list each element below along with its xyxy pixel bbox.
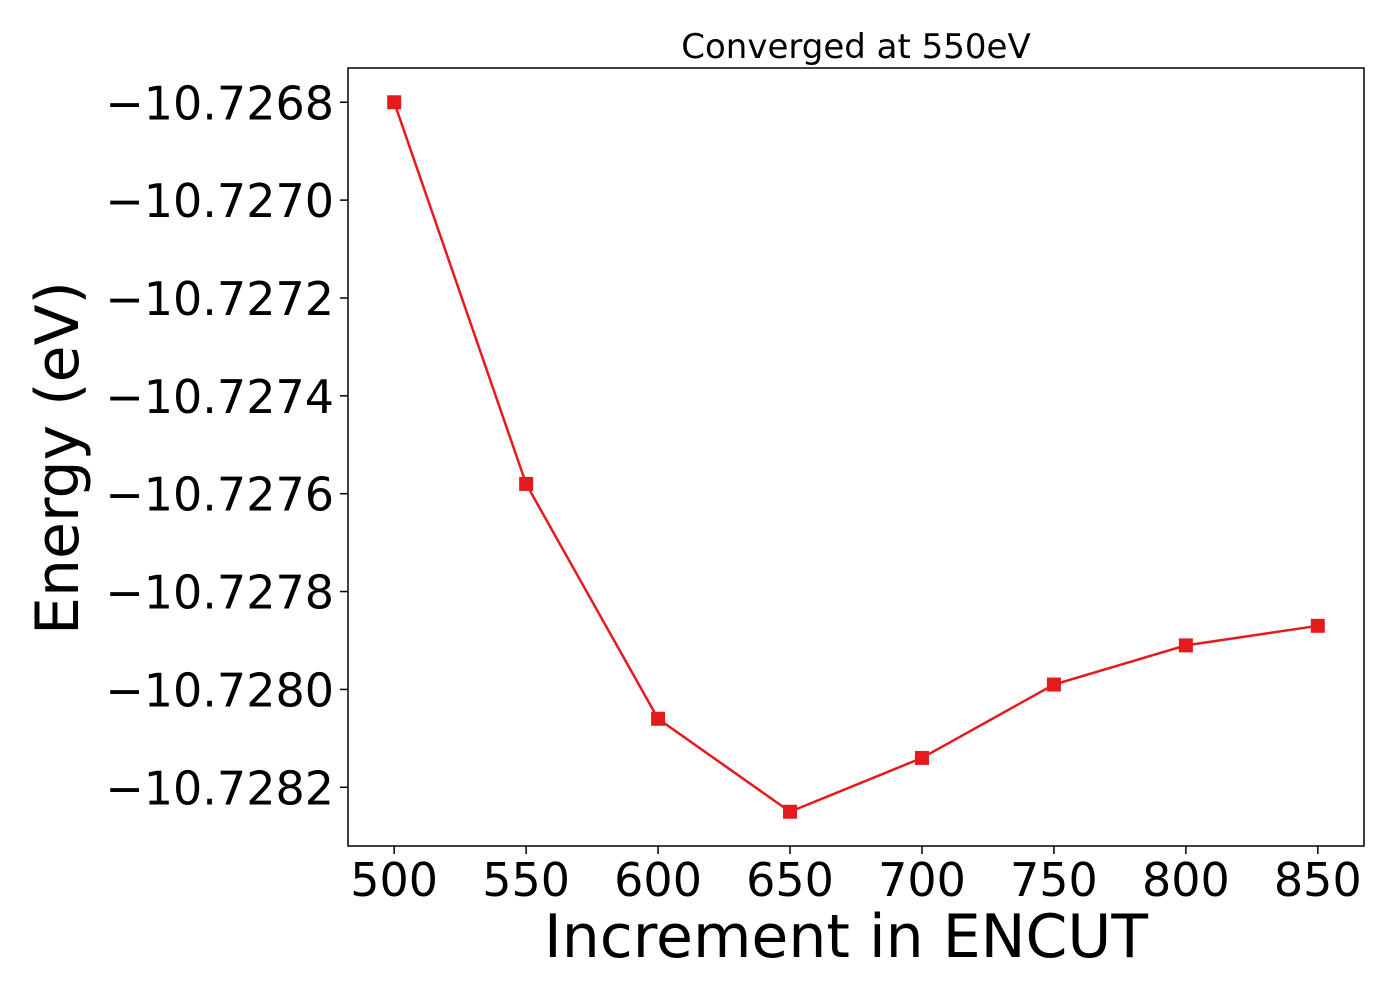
x-axis-label: Increment in ENCUT: [544, 902, 1148, 972]
axis-ticks: 500 550 600 650 700 750 800 850 −10.7268 −10.7270…: [105, 76, 1361, 907]
data-point: [783, 804, 798, 819]
y-tick-label: −10.7268: [105, 76, 334, 130]
x-tick-label: 500: [350, 853, 438, 907]
x-tick-label: 850: [1274, 853, 1362, 907]
y-axis-label: Energy (eV): [23, 281, 93, 635]
data-point: [914, 750, 929, 765]
y-tick-label: −10.7274: [105, 370, 334, 424]
data-point: [1178, 638, 1193, 653]
data-point: [651, 711, 666, 726]
x-tick-label: 550: [482, 853, 570, 907]
y-tick-label: −10.7278: [105, 566, 334, 620]
data-point: [387, 95, 402, 110]
x-tick-label: 700: [878, 853, 966, 907]
y-tick-label: −10.7280: [105, 663, 334, 717]
x-tick-label: 650: [746, 853, 834, 907]
data-point: [519, 476, 534, 491]
data-point: [1046, 677, 1061, 692]
series-layer: [387, 95, 1325, 819]
series-line: [393, 101, 1319, 814]
x-tick-label: 750: [1010, 853, 1098, 907]
y-tick-label: −10.7276: [105, 468, 334, 522]
data-point: [1310, 618, 1325, 633]
y-tick-label: −10.7282: [105, 761, 334, 815]
x-tick-label: 800: [1142, 853, 1230, 907]
plot-area-frame: [347, 67, 1365, 847]
y-tick-label: −10.7270: [105, 174, 334, 228]
chart-title: Converged at 550eV: [681, 27, 1030, 67]
y-tick-label: −10.7272: [105, 272, 334, 326]
x-tick-label: 600: [614, 853, 702, 907]
